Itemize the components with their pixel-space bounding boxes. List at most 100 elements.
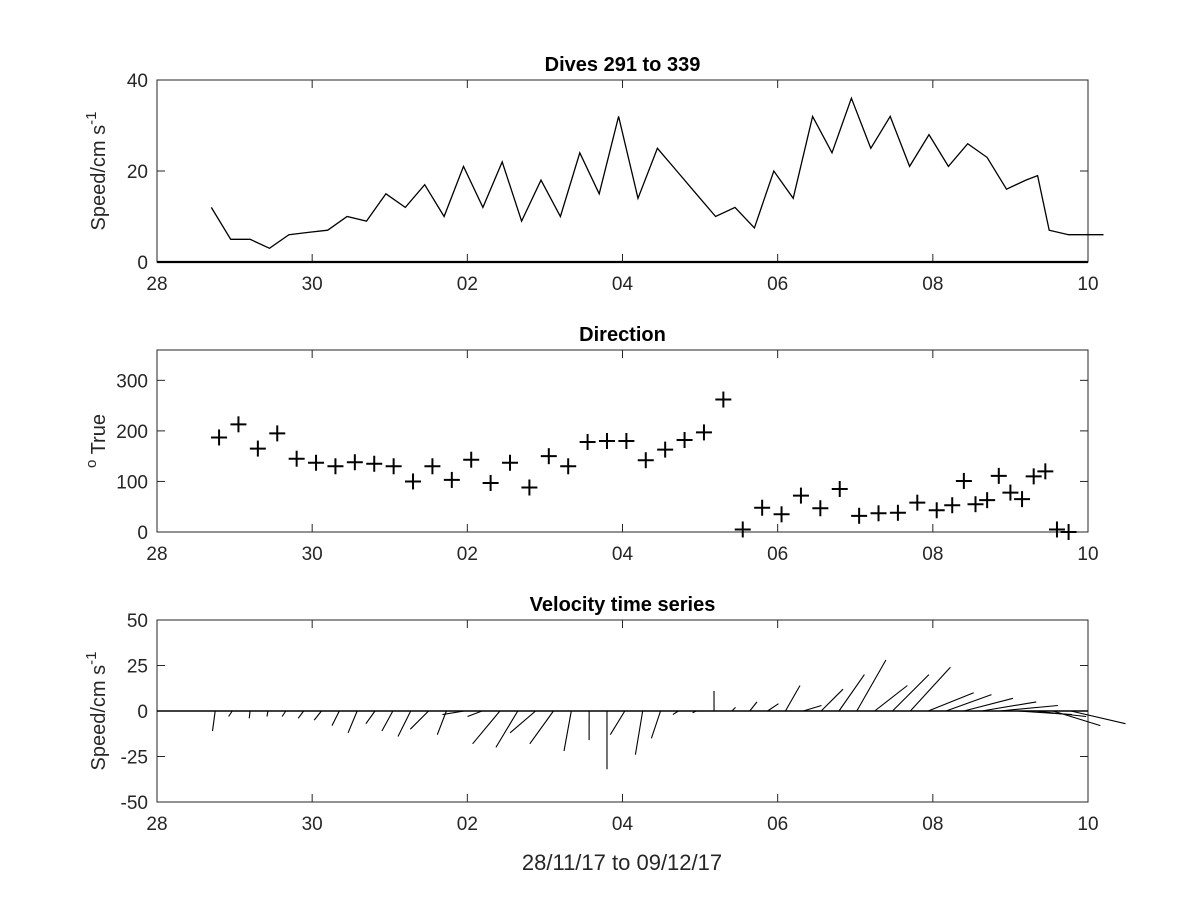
chart-title: Dives 291 to 339: [545, 54, 701, 76]
direction-point: [618, 433, 635, 449]
direction-point: [346, 454, 363, 471]
direction-point: [288, 450, 305, 467]
velocity-stick: [529, 710, 554, 745]
direction-point: [990, 467, 1007, 484]
velocity-stick: [436, 710, 447, 735]
velocity-stick: [442, 710, 465, 716]
y-tick-label: 50: [127, 611, 148, 632]
x-tick-label: 10: [1077, 544, 1098, 565]
velocity-stick: [509, 710, 536, 734]
velocity-stick: [892, 674, 930, 712]
velocity-stick: [563, 710, 572, 752]
x-tick-label: 30: [302, 274, 323, 295]
direction-point: [249, 440, 266, 457]
y-tick-label: 300: [116, 371, 148, 392]
y-tick-label: 0: [137, 702, 148, 723]
direction-point: [955, 472, 972, 489]
direction-point: [792, 487, 809, 504]
velocity-stick: [281, 710, 287, 717]
direction-point: [482, 474, 499, 491]
direction-point: [734, 521, 751, 538]
velocity-stick: [803, 704, 822, 712]
x-tick-label: 08: [922, 274, 943, 295]
direction-point: [1060, 524, 1077, 540]
velocity-stick: [650, 710, 662, 739]
direction-point: [443, 471, 460, 488]
y-tick-label: 25: [127, 657, 148, 678]
velocity-stick: [211, 710, 216, 732]
velocity-stick: [963, 697, 1014, 712]
direction-point: [754, 499, 771, 516]
velocity-stick: [692, 710, 697, 714]
velocity-stick: [609, 710, 626, 735]
x-tick-label: 30: [302, 814, 323, 835]
y-axis-label-main: Speed/cm s: [88, 125, 110, 231]
figure-x-label: 28/11/17 to 09/12/17: [522, 850, 722, 875]
x-tick-label: 04: [612, 274, 634, 295]
direction-point: [424, 458, 441, 475]
direction-point: [1025, 468, 1042, 485]
direction-point: [521, 479, 538, 496]
direction-point: [928, 502, 945, 519]
velocity-stick: [981, 701, 1037, 712]
chart-panel-3: 28 30 02 04 06 08 10 50 25 0 -25 -50 Velocity time s…: [83, 594, 1126, 835]
velocity-stick: [381, 710, 394, 732]
y-tick-label: 100: [116, 472, 148, 493]
direction-point: [579, 434, 596, 451]
velocity-stick: [313, 710, 322, 721]
direction-point: [773, 506, 790, 523]
direction-point: [211, 429, 228, 446]
y-tick-label: 20: [127, 162, 148, 183]
velocity-stick: [1070, 710, 1126, 725]
direction-point: [944, 497, 961, 514]
velocity-stick: [634, 710, 644, 755]
y-tick-label: 0: [137, 253, 148, 274]
chart-title: Direction: [579, 324, 666, 346]
x-tick-label: 02: [457, 274, 478, 295]
velocity-stick: [731, 707, 736, 712]
direction-point: [909, 494, 926, 511]
x-tick-label: 08: [922, 544, 943, 565]
velocity-stick: [347, 710, 358, 734]
direction-point: [405, 473, 422, 490]
x-tick-label: 28: [146, 814, 167, 835]
direction-point: [831, 481, 848, 498]
y-tick-label: -50: [121, 793, 148, 814]
y-tick-label: -25: [121, 748, 148, 769]
direction-point: [560, 458, 577, 475]
direction-point: [366, 455, 383, 472]
y-tick-label: 0: [137, 523, 148, 544]
direction-point: [308, 454, 325, 471]
chart-title: Velocity time series: [530, 594, 716, 616]
velocity-stick: [365, 710, 376, 725]
velocity-stick: [856, 659, 887, 712]
y-axis-label-superscript: -1: [83, 112, 100, 125]
x-tick-label: 06: [767, 274, 788, 295]
x-tick-label: 02: [457, 814, 478, 835]
velocity-stick: [909, 666, 951, 712]
velocity-stick: [297, 710, 305, 719]
y-axis-label: Speed/cm s-1: [83, 652, 110, 771]
x-tick-label: 10: [1077, 814, 1098, 835]
x-tick-label: 08: [922, 814, 943, 835]
velocity-stick: [749, 701, 758, 712]
direction-point: [889, 504, 906, 521]
direction-point: [967, 496, 984, 513]
velocity-stick: [767, 703, 779, 712]
direction-point: [657, 441, 674, 458]
y-tick-label: 200: [116, 422, 148, 443]
direction-point: [598, 433, 615, 449]
direction-point: [870, 505, 887, 522]
x-tick-label: 30: [302, 544, 323, 565]
direction-point: [851, 507, 868, 524]
direction-point: [812, 500, 829, 517]
direction-point: [637, 452, 654, 469]
direction-point: [385, 458, 402, 475]
direction-point: [540, 448, 557, 465]
direction-point: [1048, 521, 1065, 538]
direction-point: [979, 492, 996, 509]
y-axis-label-superscript: o: [83, 460, 100, 468]
velocity-stick: [672, 710, 679, 716]
